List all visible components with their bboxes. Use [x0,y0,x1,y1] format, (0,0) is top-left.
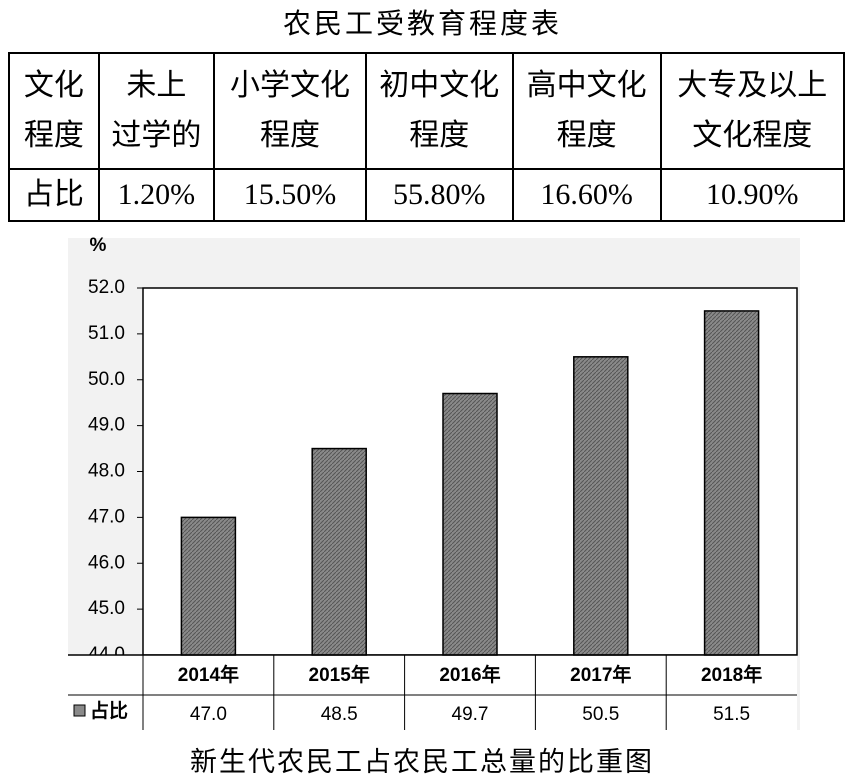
bar [180,516,237,656]
education-table: 文化 程度 未上 过学的 小学文化 程度 初中文化 程度 高中文化 程度 大专及以上 文化程度 占比 1.… [8,52,845,222]
table-cell: 未上 过学的 [97,52,216,170]
table-cell: 1.20% [97,168,216,222]
legend-swatch [73,704,86,717]
table-cell: 占比 [8,168,100,222]
table-cell: 16.60% [511,168,662,222]
cell-text: 程度 [409,119,470,152]
table-cell: 55.80% [364,168,514,222]
table-cell: 15.50% [213,168,367,222]
table-row: 占比 1.20% 15.50% 55.80% 16.60% 10.90% [8,168,845,222]
table-cell: 小学文化 程度 [213,52,367,170]
cell-text: 初中文化 [379,69,500,102]
x-tick-label: 2016年 [439,663,500,686]
legend-label: 占比 [90,699,128,722]
cell-text: 过学的 [111,119,202,152]
bar [442,392,498,656]
cell-text: 16.60% [540,178,633,211]
chart-title: 新生代农民工占农民工总量的比重图 [190,747,654,777]
cell-text: 55.80% [393,178,486,211]
table-cell: 10.90% [659,168,845,222]
data-table [68,655,797,730]
cell-text: 文化 [23,69,84,102]
cell-text: 文化程度 [692,119,813,152]
cell-text: 高中文化 [526,69,647,102]
table-cell: 初中文化 程度 [364,52,514,170]
y-tick-label: 52.0 [88,277,125,298]
cell-text: 小学文化 [230,69,351,102]
y-tick-label: 46.0 [88,552,125,573]
cell-text: 15.50% [243,178,337,211]
y-tick-label: 49.0 [88,415,125,436]
cell-text: 10.90% [706,178,799,211]
x-tick-label: 2018年 [701,663,762,686]
cell-text: 1.20% [117,178,196,211]
y-tick-label: 51.0 [88,323,125,344]
x-tick-label: 2015年 [309,663,370,686]
cell-text: 程度 [23,119,84,152]
bar [703,310,760,656]
table-cell: 文化 程度 [8,52,100,170]
table-cell: 大专及以上 文化程度 [659,52,845,170]
data-label: 50.5 [582,704,619,725]
y-tick-label: 45.0 [88,598,125,619]
y-tick-label: 48.0 [88,461,125,482]
data-label: 49.7 [452,704,489,725]
table-cell: 高中文化 程度 [511,52,662,170]
bar [311,447,367,656]
y-axis-label: % [90,235,107,256]
cell-text: 占比 [23,178,84,211]
table-title: 农民工受教育程度表 [282,9,562,40]
y-tick-label: 50.0 [88,369,125,390]
cell-text: 程度 [556,119,617,152]
x-tick-label: 2017年 [570,663,631,686]
y-tick-label: 47.0 [88,506,125,527]
cell-text: 大专及以上 [677,69,828,102]
cell-text: 程度 [260,119,321,152]
bar [573,356,629,656]
data-label: 47.0 [190,704,227,725]
data-label: 51.5 [713,704,750,725]
x-tick-label: 2014年 [178,663,239,686]
data-label: 48.5 [321,704,358,725]
table-row: 文化 程度 未上 过学的 小学文化 程度 初中文化 程度 高中文化 程度 大专及以上 文化程度 [8,52,845,170]
cell-text: 未上 [126,69,187,102]
